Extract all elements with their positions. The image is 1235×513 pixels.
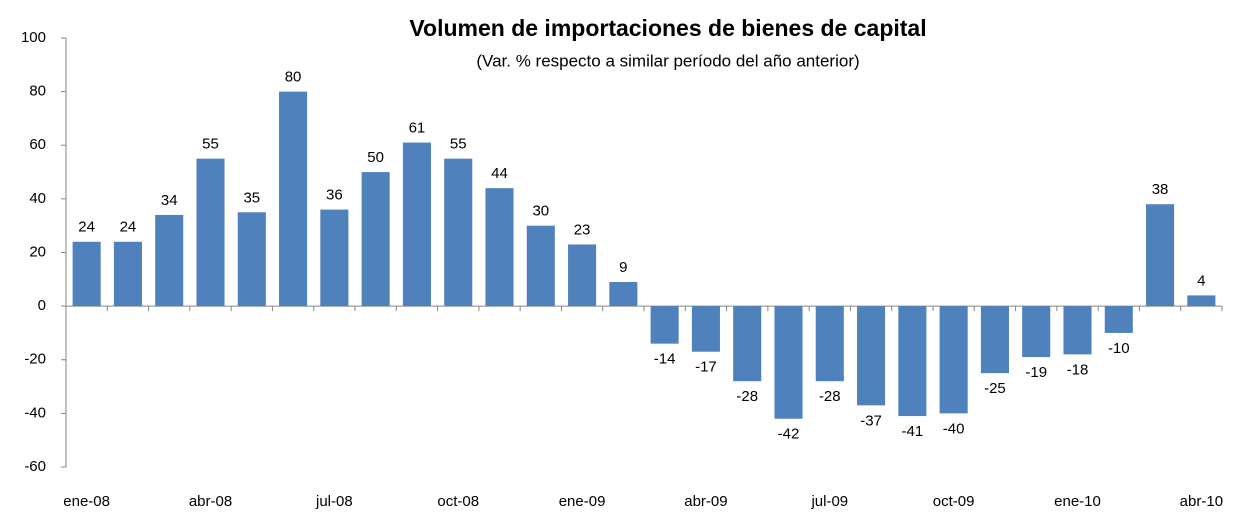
- bar: [815, 306, 844, 382]
- value-label: 44: [491, 165, 508, 182]
- x-tick-label: abr-09: [684, 493, 727, 510]
- value-label: 80: [285, 69, 302, 86]
- bar: [1146, 204, 1175, 307]
- bar: [237, 212, 266, 307]
- value-label: -42: [778, 426, 800, 443]
- x-tick-label: oct-08: [437, 493, 479, 510]
- bar: [568, 244, 597, 307]
- value-label: -25: [984, 380, 1006, 397]
- x-tick-label: abr-08: [189, 493, 232, 510]
- value-label: -28: [819, 388, 841, 405]
- bar: [774, 306, 803, 419]
- bar: [402, 142, 431, 307]
- value-label: 4: [1197, 272, 1205, 289]
- value-label: 36: [326, 187, 343, 204]
- x-tick-label: abr-10: [1180, 493, 1223, 510]
- value-label: 55: [202, 136, 219, 153]
- value-label: -41: [902, 423, 924, 440]
- bar: [1104, 306, 1133, 333]
- bar: [939, 306, 968, 414]
- x-tick-label: jul-09: [810, 493, 848, 510]
- bar: [650, 306, 679, 344]
- bar: [609, 281, 638, 307]
- y-tick-label: 60: [29, 136, 46, 153]
- chart-subtitle: (Var. % respecto a similar período del a…: [476, 51, 859, 70]
- bar: [485, 188, 514, 307]
- value-label: 24: [120, 219, 137, 236]
- value-label: 38: [1152, 181, 1169, 198]
- y-tick-label: 20: [29, 243, 46, 260]
- bar: [196, 158, 225, 307]
- value-label: 50: [367, 149, 384, 166]
- value-label: -28: [736, 388, 758, 405]
- y-tick-label: -60: [24, 458, 46, 475]
- x-tick-label: jul-08: [315, 493, 353, 510]
- value-label: -10: [1108, 340, 1130, 357]
- x-tick-label: oct-09: [933, 493, 975, 510]
- value-label: -40: [943, 420, 965, 437]
- bar: [1187, 295, 1216, 307]
- bar: [155, 214, 184, 307]
- y-tick-label: -40: [24, 404, 46, 421]
- y-tick-label: 100: [21, 29, 46, 46]
- x-tick-label: ene-08: [63, 493, 110, 510]
- bar: [898, 306, 927, 417]
- value-label: -19: [1025, 364, 1047, 381]
- value-label: 61: [409, 120, 426, 137]
- bar: [279, 91, 308, 307]
- value-label: 23: [574, 221, 591, 238]
- y-tick-label: 80: [29, 83, 46, 100]
- bar: [691, 306, 720, 352]
- bar: [526, 225, 555, 307]
- value-label: 30: [532, 203, 549, 220]
- y-tick-label: -20: [24, 351, 46, 368]
- value-label: -18: [1067, 361, 1089, 378]
- value-label: 55: [450, 136, 467, 153]
- bar: [1063, 306, 1092, 355]
- chart-title: Volumen de importaciones de bienes de ca…: [409, 15, 926, 41]
- value-label: 9: [619, 259, 627, 276]
- bar: [361, 172, 390, 307]
- bar: [733, 306, 762, 382]
- value-label: -37: [860, 412, 882, 429]
- value-label: 24: [78, 219, 95, 236]
- bar: [1022, 306, 1051, 358]
- bar: [857, 306, 886, 406]
- y-tick-label: 0: [38, 297, 46, 314]
- value-label: -17: [695, 359, 717, 376]
- bar: [113, 241, 142, 307]
- value-label: 35: [243, 189, 260, 206]
- y-tick-label: 40: [29, 190, 46, 207]
- bar: [980, 306, 1009, 374]
- bar: [320, 209, 349, 307]
- value-label: 34: [161, 192, 178, 209]
- value-label: -14: [654, 351, 676, 368]
- x-tick-label: ene-09: [559, 493, 606, 510]
- x-tick-label: ene-10: [1054, 493, 1101, 510]
- bar: [72, 241, 101, 307]
- bar: [444, 158, 473, 307]
